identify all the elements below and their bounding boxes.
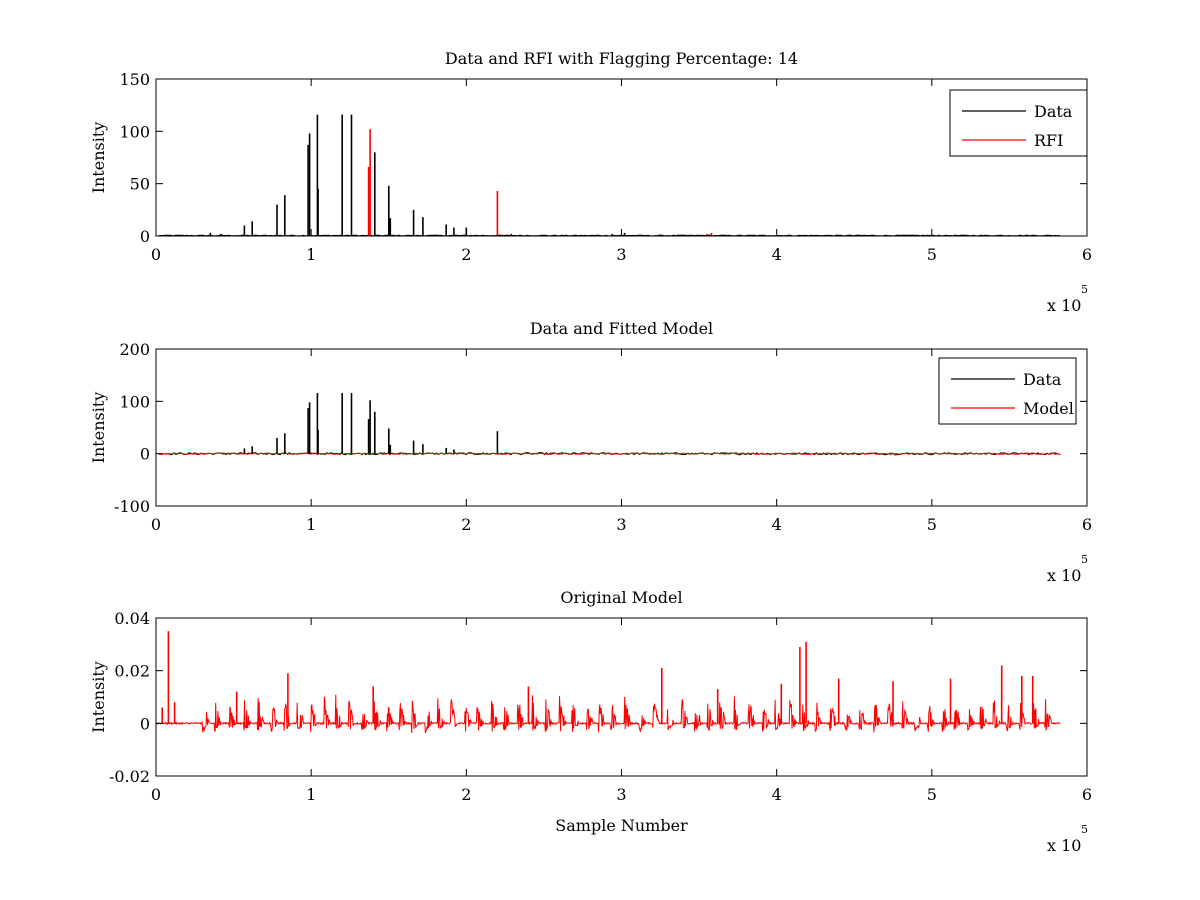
x-tick-label: 0 — [151, 785, 161, 804]
x-multiplier-exponent: 5 — [1081, 823, 1088, 836]
x-tick-label: 3 — [616, 515, 626, 534]
legend-label-data: Data — [1023, 370, 1062, 389]
x-tick-label: 2 — [461, 515, 471, 534]
x-tick-label: 4 — [772, 515, 782, 534]
plot-area — [159, 114, 1060, 236]
x-tick-label: 2 — [461, 785, 471, 804]
chart-title: Data and RFI with Flagging Percentage: 1… — [445, 49, 798, 68]
x-tick-label: 4 — [772, 245, 782, 264]
legend: Data RFI — [949, 89, 1088, 157]
y-tick-label: 0.02 — [114, 662, 150, 681]
subplot-2: Data and Fitted Model Intensity 0 1 2 3 4 5 6 -10… — [89, 319, 1092, 585]
x-tick-label: 1 — [306, 785, 316, 804]
y-tick-label: -100 — [114, 497, 150, 516]
x-tick-label: 6 — [1082, 785, 1092, 804]
x-axis-label: Sample Number — [555, 816, 688, 835]
x-tick-label: 3 — [616, 245, 626, 264]
x-multiplier-exponent: 5 — [1081, 283, 1088, 296]
x-tick-label: 5 — [927, 245, 937, 264]
y-tick-label: 0 — [140, 227, 150, 246]
y-tick-label: 0.04 — [114, 609, 150, 628]
x-tick-label: 2 — [461, 245, 471, 264]
x-multiplier-base: x 10 — [1047, 566, 1081, 585]
subplot-1: Data and RFI with Flagging Percentage: 1… — [89, 49, 1092, 315]
y-tick-label: 100 — [119, 392, 150, 411]
x-tick-label: 4 — [772, 785, 782, 804]
y-axis-label: Intensity — [89, 661, 108, 733]
x-tick-label: 3 — [616, 785, 626, 804]
y-tick-label: 150 — [119, 70, 150, 89]
x-multiplier-exponent: 5 — [1081, 553, 1088, 566]
subplot-3: Original Model Intensity Sample Number 0 1 2 3… — [89, 588, 1092, 855]
y-axis-label: Intensity — [89, 122, 108, 194]
legend-box — [949, 89, 1088, 157]
x-tick-label: 0 — [151, 515, 161, 534]
y-tick-label: 200 — [119, 340, 150, 359]
x-tick-label: 5 — [927, 515, 937, 534]
legend-label-data: Data — [1034, 102, 1073, 121]
y-tick-label: 50 — [130, 175, 150, 194]
x-tick-label: 0 — [151, 245, 161, 264]
y-tick-label: -0.02 — [109, 767, 150, 786]
x-tick-label: 5 — [927, 785, 937, 804]
x-tick-label: 6 — [1082, 515, 1092, 534]
x-tick-label: 1 — [306, 245, 316, 264]
axes-box — [155, 78, 1088, 237]
x-multiplier-base: x 10 — [1047, 836, 1081, 855]
x-tick-label: 6 — [1082, 245, 1092, 264]
plot-area — [156, 631, 1061, 734]
plot-area — [158, 393, 1061, 456]
legend: Data Model — [938, 357, 1077, 425]
axes-box — [155, 617, 1088, 777]
chart-title: Data and Fitted Model — [530, 319, 713, 338]
legend-box — [938, 357, 1077, 425]
y-axis-label: Intensity — [89, 392, 108, 464]
series-model-line — [159, 452, 1060, 455]
y-tick-label: 0 — [140, 445, 150, 464]
series-original-model-trace — [156, 694, 1061, 734]
y-tick-label: 0 — [140, 714, 150, 733]
chart-title: Original Model — [560, 588, 682, 607]
x-tick-label: 1 — [306, 515, 316, 534]
legend-label-model: Model — [1023, 399, 1074, 418]
y-tick-label: 100 — [119, 122, 150, 141]
x-multiplier-base: x 10 — [1047, 296, 1081, 315]
legend-label-rfi: RFI — [1034, 131, 1063, 150]
